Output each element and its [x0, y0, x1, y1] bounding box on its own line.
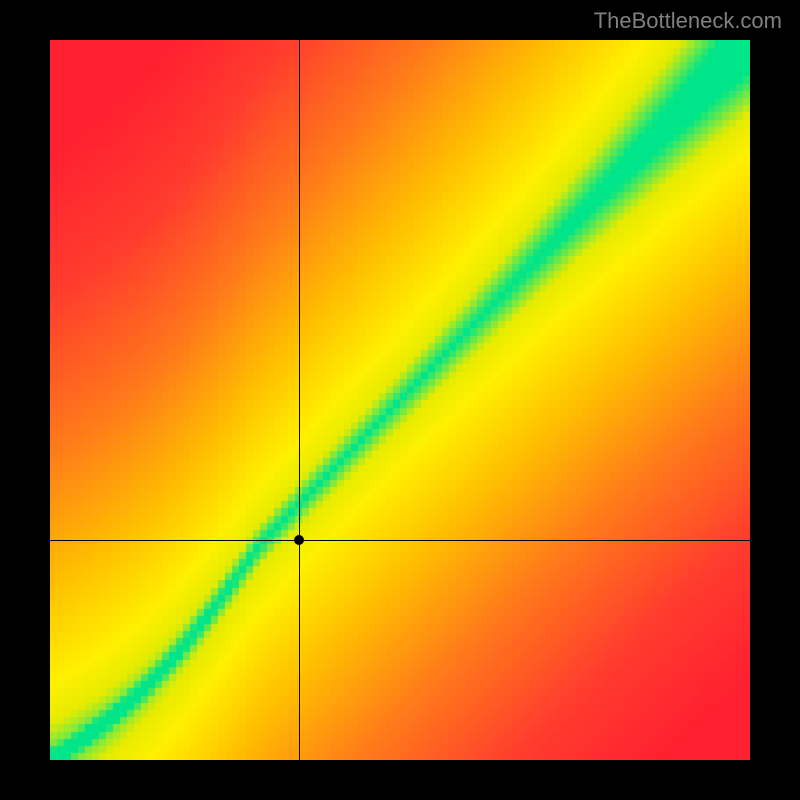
crosshair-horizontal — [50, 540, 750, 541]
intersection-marker — [294, 535, 304, 545]
plot-area — [50, 40, 750, 760]
crosshair-vertical — [299, 40, 300, 760]
heatmap-canvas — [50, 40, 750, 760]
watermark-text: TheBottleneck.com — [594, 8, 782, 34]
